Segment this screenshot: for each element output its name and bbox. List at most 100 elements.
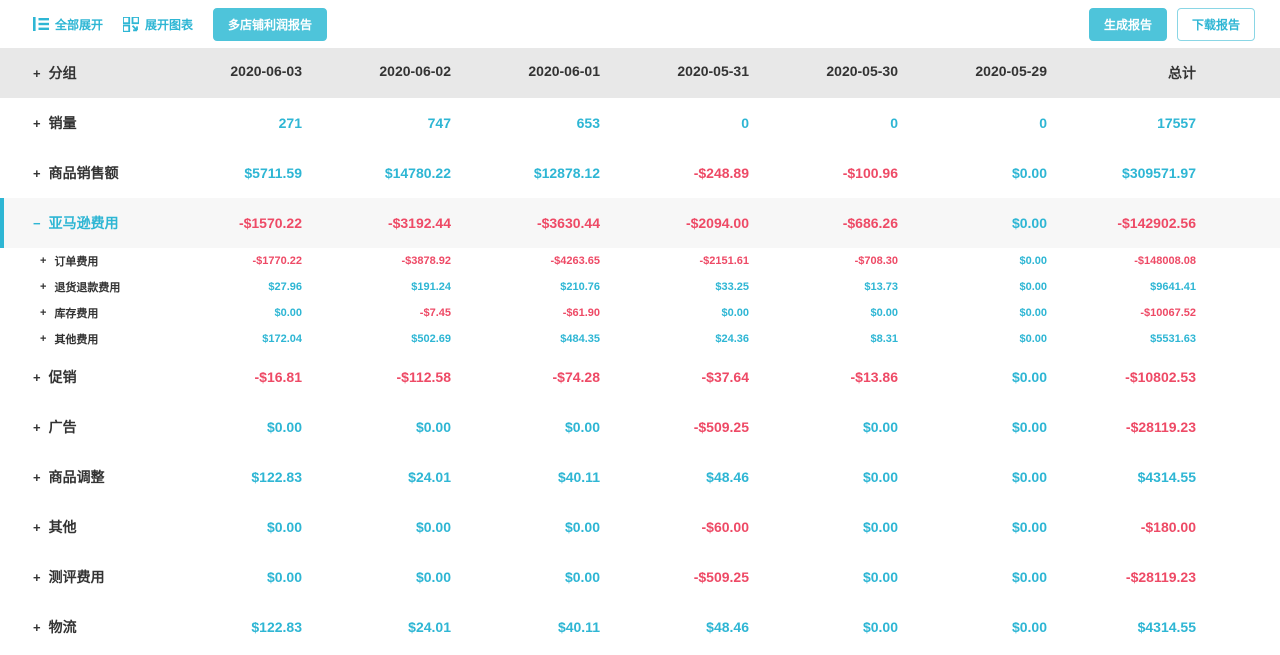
row-expand-toggle-icon[interactable]: + xyxy=(33,165,41,181)
value-cell: $172.04 xyxy=(262,333,302,345)
row-expand-toggle-icon[interactable]: − xyxy=(33,215,41,231)
value-cell: $0.00 xyxy=(1019,333,1047,345)
value-cell: $48.46 xyxy=(706,619,749,635)
value-cell: $0.00 xyxy=(1011,369,1047,385)
row-label-group: + 其他费用 xyxy=(33,331,153,347)
row-values: $172.04 $502.69 $484.35 $24.36 $8.31 $0.00 $55… xyxy=(153,333,1196,345)
row-expand-toggle-icon[interactable]: + xyxy=(40,280,47,293)
expand-all-button[interactable]: 全部展开 xyxy=(33,16,103,33)
column-header: 2020-06-03 xyxy=(230,63,302,79)
group-header-label: 分组 xyxy=(48,65,77,81)
expand-all-label: 全部展开 xyxy=(55,17,104,32)
value-cell: $0.00 xyxy=(1019,281,1047,293)
row-expand-toggle-icon[interactable]: + xyxy=(40,332,47,345)
table-row: + 其他费用 $172.04 $502.69 $484.35 $24.36 $8.31 $… xyxy=(0,326,1280,352)
download-report-button[interactable]: 下载报告 xyxy=(1176,7,1255,41)
row-label-group: + 订单费用 xyxy=(33,253,153,269)
value-cell: $0.00 xyxy=(862,419,898,435)
value-cell: -$3878.92 xyxy=(401,255,451,267)
row-label: 订单费用 xyxy=(54,256,99,268)
table-row: + 商品销售额 $5711.59 $14780.22 $12878.12 -$248.… xyxy=(0,148,1280,198)
value-cell: $309571.97 xyxy=(1122,165,1196,181)
value-cell: -$3192.44 xyxy=(387,215,451,231)
value-cell: $24.01 xyxy=(408,619,451,635)
value-cell: -$509.25 xyxy=(693,419,749,435)
row-label-group: + 其他 xyxy=(33,517,153,537)
value-cell: $0.00 xyxy=(1011,619,1047,635)
row-label: 商品销售额 xyxy=(48,165,119,181)
value-cell: $0.00 xyxy=(564,569,600,585)
value-cell: 0 xyxy=(890,115,898,131)
value-cell: $40.11 xyxy=(557,619,600,635)
value-cell: -$60.00 xyxy=(701,519,749,535)
row-expand-toggle-icon[interactable]: + xyxy=(40,306,47,319)
multi-store-report-button[interactable]: 多店铺利润报告 xyxy=(213,7,328,41)
value-cell: -$16.81 xyxy=(254,369,302,385)
value-cell: $0.00 xyxy=(1019,255,1047,267)
value-cell: $0.00 xyxy=(564,419,600,435)
value-cell: -$2151.61 xyxy=(699,255,749,267)
row-expand-toggle-icon[interactable]: + xyxy=(33,519,41,535)
expand-charts-grid-icon xyxy=(123,16,140,32)
table-body: + 销量 271 747 653 0 0 0 17557 + 商品销售额 $5711.59 $… xyxy=(0,98,1280,652)
value-cell: $0.00 xyxy=(274,307,302,319)
row-label: 商品调整 xyxy=(48,469,105,485)
column-header: 2020-05-31 xyxy=(677,63,749,79)
value-cell: $33.25 xyxy=(715,281,749,293)
generate-report-button[interactable]: 生成报告 xyxy=(1088,7,1167,41)
row-label-group: + 商品销售额 xyxy=(33,163,153,183)
value-cell: -$37.64 xyxy=(701,369,749,385)
value-cell: $122.83 xyxy=(251,469,302,485)
row-expand-toggle-icon[interactable]: + xyxy=(33,569,41,585)
row-expand-toggle-icon[interactable]: + xyxy=(33,369,41,385)
row-expand-toggle-icon[interactable]: + xyxy=(33,619,41,635)
row-expand-toggle-icon[interactable]: + xyxy=(40,254,47,267)
table-row: + 促销 -$16.81 -$112.58 -$74.28 -$37.64 -$13.8… xyxy=(0,352,1280,402)
expand-charts-label: 展开图表 xyxy=(145,17,194,32)
table-row: + 物流 $122.83 $24.01 $40.11 $48.46 $0.00 $0.00… xyxy=(0,602,1280,652)
profit-report-table: + 分组 2020-06-03 2020-06-02 2020-06-01 20… xyxy=(0,48,1280,652)
value-cell: $4314.55 xyxy=(1137,469,1196,485)
value-cell: $24.36 xyxy=(715,333,749,345)
row-label-group: + 销量 xyxy=(33,113,153,133)
row-label: 退货退款费用 xyxy=(54,282,121,294)
row-values: -$1570.22 -$3192.44 -$3630.44 -$2094.00 -$68… xyxy=(153,215,1196,231)
value-cell: -$61.90 xyxy=(562,307,600,319)
row-label-group: + 物流 xyxy=(33,617,153,637)
row-expand-toggle-icon[interactable]: + xyxy=(33,419,41,435)
value-cell: $12878.12 xyxy=(533,165,600,181)
column-header-total: 总计 xyxy=(1168,65,1196,81)
column-header: 2020-06-01 xyxy=(528,63,600,79)
table-row: + 订单费用 -$1770.22 -$3878.92 -$4263.65 -$2151… xyxy=(0,248,1280,274)
row-values: -$16.81 -$112.58 -$74.28 -$37.64 -$13.86 $0.0… xyxy=(153,369,1196,385)
value-cell: -$248.89 xyxy=(693,165,749,181)
value-cell: $14780.22 xyxy=(384,165,451,181)
value-cell: -$509.25 xyxy=(693,569,749,585)
value-cell: $0.00 xyxy=(564,519,600,535)
row-expand-toggle-icon[interactable]: + xyxy=(33,115,41,131)
row-values: $122.83 $24.01 $40.11 $48.46 $0.00 $0.00 $4314… xyxy=(153,619,1196,635)
value-cell: $8.31 xyxy=(870,333,898,345)
group-header-cell: + 分组 xyxy=(33,63,153,83)
value-cell: $0.00 xyxy=(1011,165,1047,181)
value-cell: $24.01 xyxy=(408,469,451,485)
value-cell: $0.00 xyxy=(862,569,898,585)
value-cell: 17557 xyxy=(1157,115,1196,131)
expand-charts-button[interactable]: 展开图表 xyxy=(123,16,193,33)
table-row: + 商品调整 $122.83 $24.01 $40.11 $48.46 $0.00 $0.… xyxy=(0,452,1280,502)
row-values: $27.96 $191.24 $210.76 $33.25 $13.73 $0.00 $96… xyxy=(153,281,1196,293)
value-cell: -$708.30 xyxy=(854,255,898,267)
value-cell: $0.00 xyxy=(415,519,451,535)
table-header-row: + 分组 2020-06-03 2020-06-02 2020-06-01 20… xyxy=(0,48,1280,98)
row-label: 库存费用 xyxy=(54,308,99,320)
row-label: 测评费用 xyxy=(48,569,105,585)
table-row: + 其他 $0.00 $0.00 $0.00 -$60.00 $0.00 $0.00 -$1… xyxy=(0,502,1280,552)
group-expand-toggle-icon[interactable]: + xyxy=(33,65,41,81)
row-expand-toggle-icon[interactable]: + xyxy=(33,469,41,485)
value-cell: -$7.45 xyxy=(419,307,451,319)
value-cell: 0 xyxy=(1039,115,1047,131)
value-cell: $0.00 xyxy=(415,419,451,435)
value-cell: $0.00 xyxy=(266,419,302,435)
row-values: $5711.59 $14780.22 $12878.12 -$248.89 -$100.… xyxy=(153,165,1196,181)
value-cell: $40.11 xyxy=(557,469,600,485)
